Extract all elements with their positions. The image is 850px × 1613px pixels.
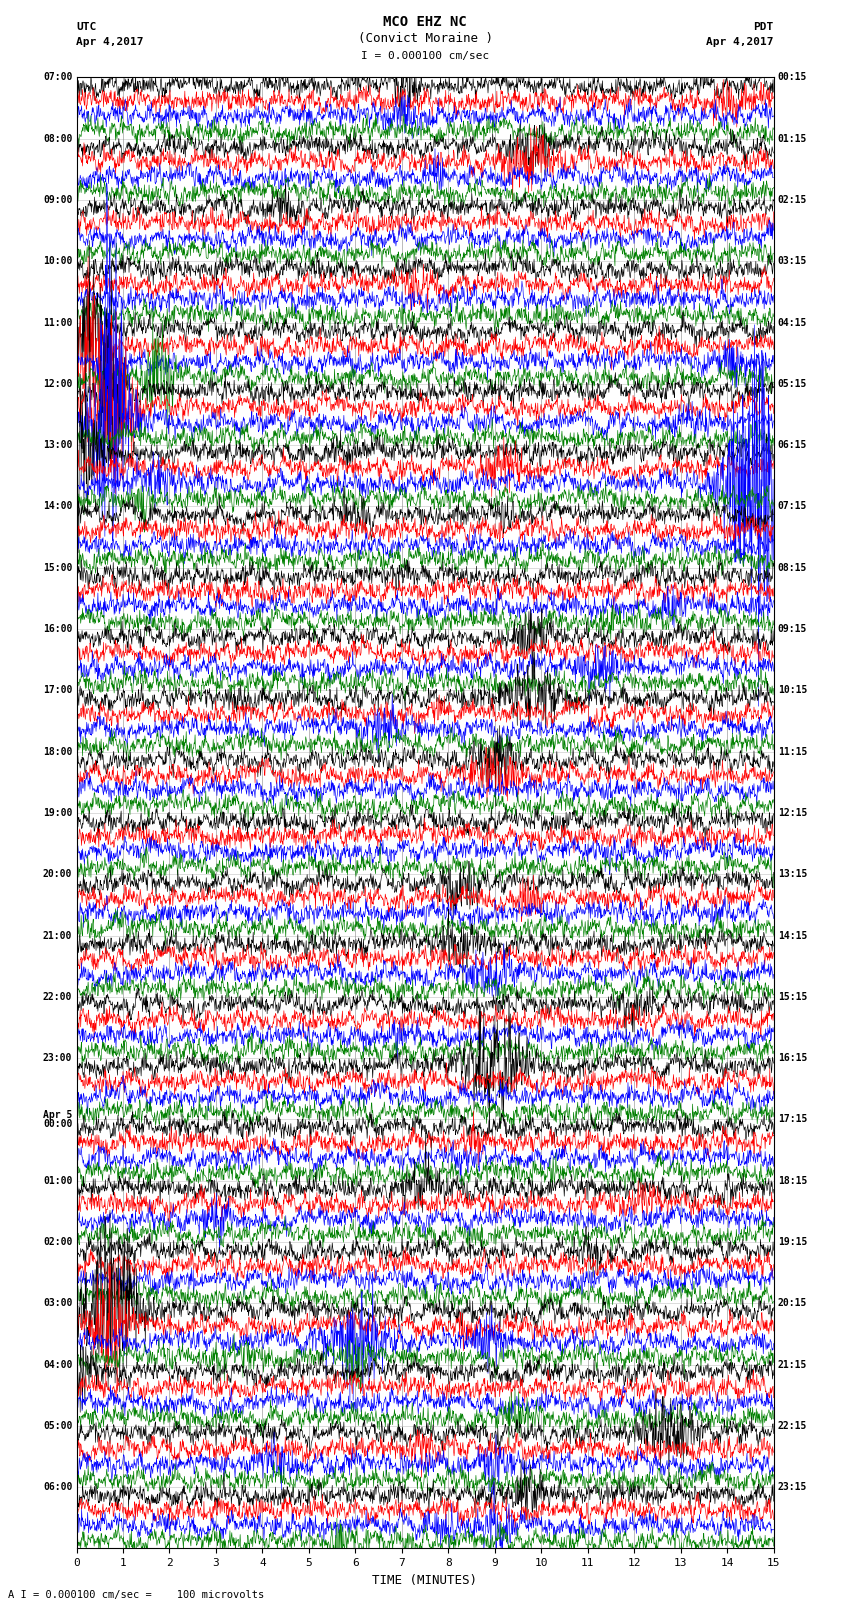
Text: 23:00: 23:00 — [42, 1053, 72, 1063]
Text: Apr 4,2017: Apr 4,2017 — [76, 37, 144, 47]
Text: 11:00: 11:00 — [42, 318, 72, 327]
Text: 03:00: 03:00 — [42, 1298, 72, 1308]
Text: 13:15: 13:15 — [778, 869, 807, 879]
Text: Apr 5: Apr 5 — [42, 1110, 72, 1119]
Text: 17:00: 17:00 — [42, 686, 72, 695]
Text: 06:15: 06:15 — [778, 440, 807, 450]
Text: 16:15: 16:15 — [778, 1053, 807, 1063]
Text: 15:15: 15:15 — [778, 992, 807, 1002]
Text: 22:15: 22:15 — [778, 1421, 807, 1431]
Text: 21:15: 21:15 — [778, 1360, 807, 1369]
Text: 19:15: 19:15 — [778, 1237, 807, 1247]
Text: 07:15: 07:15 — [778, 502, 807, 511]
Text: 06:00: 06:00 — [42, 1482, 72, 1492]
Text: 04:00: 04:00 — [42, 1360, 72, 1369]
Text: 12:15: 12:15 — [778, 808, 807, 818]
Text: 01:15: 01:15 — [778, 134, 807, 144]
Text: UTC: UTC — [76, 23, 97, 32]
Text: 04:15: 04:15 — [778, 318, 807, 327]
X-axis label: TIME (MINUTES): TIME (MINUTES) — [372, 1574, 478, 1587]
Text: 08:15: 08:15 — [778, 563, 807, 573]
Text: 14:00: 14:00 — [42, 502, 72, 511]
Text: 01:00: 01:00 — [42, 1176, 72, 1186]
Text: 21:00: 21:00 — [42, 931, 72, 940]
Text: 00:00: 00:00 — [42, 1119, 72, 1129]
Text: 05:00: 05:00 — [42, 1421, 72, 1431]
Text: 13:00: 13:00 — [42, 440, 72, 450]
Text: 10:15: 10:15 — [778, 686, 807, 695]
Text: 05:15: 05:15 — [778, 379, 807, 389]
Text: 18:15: 18:15 — [778, 1176, 807, 1186]
Text: 10:00: 10:00 — [42, 256, 72, 266]
Text: 14:15: 14:15 — [778, 931, 807, 940]
Text: PDT: PDT — [753, 23, 774, 32]
Text: Apr 4,2017: Apr 4,2017 — [706, 37, 774, 47]
Text: 08:00: 08:00 — [42, 134, 72, 144]
Text: A I = 0.000100 cm/sec =    100 microvolts: A I = 0.000100 cm/sec = 100 microvolts — [8, 1590, 264, 1600]
Text: 07:00: 07:00 — [42, 73, 72, 82]
Text: I = 0.000100 cm/sec: I = 0.000100 cm/sec — [361, 52, 489, 61]
Text: (Convict Moraine ): (Convict Moraine ) — [358, 32, 492, 45]
Text: 18:00: 18:00 — [42, 747, 72, 756]
Text: 09:00: 09:00 — [42, 195, 72, 205]
Text: 20:15: 20:15 — [778, 1298, 807, 1308]
Text: MCO EHZ NC: MCO EHZ NC — [383, 15, 467, 29]
Text: 23:15: 23:15 — [778, 1482, 807, 1492]
Text: 11:15: 11:15 — [778, 747, 807, 756]
Text: 20:00: 20:00 — [42, 869, 72, 879]
Text: 00:15: 00:15 — [778, 73, 807, 82]
Text: 15:00: 15:00 — [42, 563, 72, 573]
Text: 19:00: 19:00 — [42, 808, 72, 818]
Text: 17:15: 17:15 — [778, 1115, 807, 1124]
Text: 16:00: 16:00 — [42, 624, 72, 634]
Text: 12:00: 12:00 — [42, 379, 72, 389]
Text: 03:15: 03:15 — [778, 256, 807, 266]
Text: 02:00: 02:00 — [42, 1237, 72, 1247]
Text: 09:15: 09:15 — [778, 624, 807, 634]
Text: 02:15: 02:15 — [778, 195, 807, 205]
Text: 22:00: 22:00 — [42, 992, 72, 1002]
